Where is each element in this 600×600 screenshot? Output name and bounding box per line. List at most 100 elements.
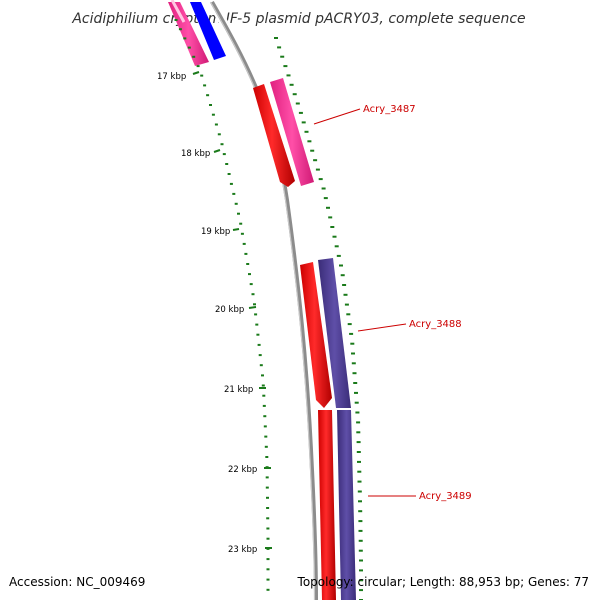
minor-tick <box>356 421 361 424</box>
minor-tick <box>196 65 200 68</box>
minor-tick <box>222 153 226 156</box>
minor-tick <box>225 163 229 165</box>
minor-tick <box>336 254 341 257</box>
label-acry-3488: Acry_3488 <box>409 319 462 330</box>
leader-acry-3488 <box>357 323 407 332</box>
minor-tick <box>357 460 361 463</box>
minor-tick <box>246 263 250 265</box>
minor-tick <box>240 232 244 235</box>
minor-tick <box>359 559 363 562</box>
minor-tick <box>211 113 215 116</box>
minor-tick <box>244 252 248 255</box>
minor-tick <box>257 343 261 346</box>
minor-tick <box>357 480 362 483</box>
minor-tick <box>344 303 349 306</box>
minor-tick <box>183 37 187 40</box>
minor-tick <box>353 382 358 384</box>
minor-tick <box>187 46 191 49</box>
minor-tick <box>340 274 345 277</box>
minor-tick <box>283 65 288 68</box>
minor-tick <box>232 192 236 195</box>
minor-tick <box>354 401 359 404</box>
kbp-major-ticks <box>192 71 272 549</box>
accession-text: Accession: NC_009469 <box>9 575 145 589</box>
minor-tick <box>249 283 253 286</box>
minor-tick <box>265 456 269 458</box>
minor-tick <box>262 404 266 407</box>
minor-tick <box>239 222 243 225</box>
minor-tick <box>178 28 182 31</box>
minor-tick <box>298 111 303 114</box>
minor-tick <box>326 206 330 209</box>
cds-partial-light-pink <box>170 0 186 23</box>
minor-tick <box>266 507 270 509</box>
minor-tick <box>237 212 240 215</box>
minor-tick <box>266 588 270 591</box>
minor-tick <box>358 549 363 552</box>
gene-acry-3488 <box>300 258 351 408</box>
tick-label-23: 23 kbp <box>228 545 257 555</box>
minor-tick <box>263 415 267 418</box>
minor-tick <box>328 216 333 219</box>
gene-acry-3489 <box>318 410 356 600</box>
minor-tick <box>330 226 335 228</box>
tick-label-20: 20 kbp <box>215 305 244 315</box>
minor-tick <box>357 490 362 493</box>
gene-bar-acry-3488 <box>318 258 351 408</box>
minor-tick <box>254 313 258 316</box>
minor-tick <box>261 374 264 377</box>
minor-tick <box>358 539 363 542</box>
minor-tick <box>206 94 210 97</box>
minor-tick <box>358 520 363 523</box>
minor-tick <box>354 391 358 394</box>
minor-tick <box>359 589 363 592</box>
minor-tick <box>307 140 312 143</box>
minor-tick <box>266 578 270 581</box>
minor-tick <box>359 569 363 572</box>
minor-tick <box>350 342 355 345</box>
minor-tick <box>265 476 269 479</box>
minor-tick <box>255 323 259 326</box>
gene-acry-3487 <box>253 78 314 187</box>
minor-tick <box>266 558 270 561</box>
minor-tick <box>310 149 315 152</box>
minor-tick <box>351 362 356 365</box>
minor-tick <box>292 93 297 96</box>
minor-tick <box>321 187 326 190</box>
minor-tick <box>253 303 256 306</box>
minor-tick <box>304 130 309 133</box>
minor-tick <box>248 273 251 276</box>
minor-tick <box>263 425 267 428</box>
minor-tick <box>301 121 306 124</box>
minor-tick <box>220 143 224 146</box>
minor-tick <box>242 242 246 245</box>
tick-label-22: 22 kbp <box>228 465 257 475</box>
minor-tick <box>261 384 265 387</box>
minor-tick <box>332 235 337 238</box>
label-acry-3487: Acry_3487 <box>363 104 416 115</box>
kbp-labels: 17 kbp 18 kbp 19 kbp 20 kbp 21 kbp 22 kb… <box>157 72 257 555</box>
minor-tick <box>356 441 361 444</box>
minor-tick <box>214 123 218 126</box>
inner-tick-ring <box>174 19 270 591</box>
minor-tick <box>339 264 343 267</box>
minor-tick <box>227 173 231 175</box>
minor-tick <box>355 411 360 414</box>
map-title: Acidiphilium cryptum JF-5 plasmid pACRY0… <box>71 11 525 27</box>
minor-tick <box>352 372 357 375</box>
minor-tick <box>347 323 352 326</box>
cds-acry-3489 <box>318 410 336 600</box>
minor-tick <box>266 527 270 530</box>
minor-tick <box>351 352 355 355</box>
tick-label-19: 19 kbp <box>201 227 230 237</box>
minor-tick <box>349 332 354 335</box>
minor-tick <box>266 537 270 540</box>
minor-tick <box>209 104 212 106</box>
minor-tick <box>258 354 262 357</box>
minor-tick <box>342 284 347 286</box>
cds-acry-3487 <box>253 84 295 187</box>
minor-tick <box>266 496 269 499</box>
minor-tick <box>203 84 207 87</box>
upper-partial-features <box>168 0 226 66</box>
